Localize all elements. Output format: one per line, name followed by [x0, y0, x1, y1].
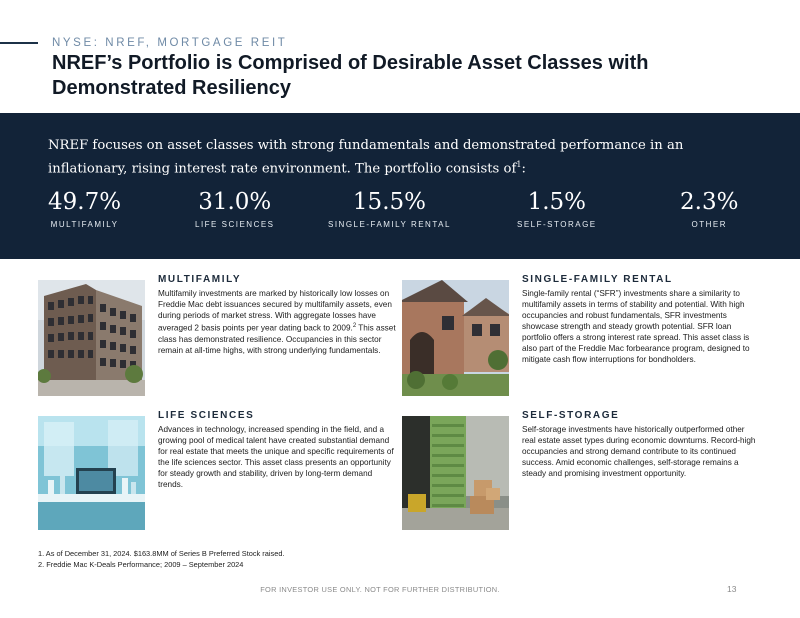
multifamily-building-photo: [38, 280, 145, 396]
stat-single-family-rental: 15.5% SINGLE-FAMILY RENTAL: [328, 188, 451, 229]
band-intro-colon: :: [521, 161, 526, 177]
stat-value: 15.5%: [352, 189, 426, 215]
page-kicker: NYSE: NREF, MORTGAGE REIT: [52, 37, 288, 49]
lab-equipment-photo: [38, 416, 145, 530]
stat-self-storage: 1.5% SELF-STORAGE: [517, 188, 597, 229]
single-family-homes-photo: [402, 280, 509, 396]
stat-label: LIFE SCIENCES: [195, 220, 275, 229]
footnote-ref-2: 2: [352, 323, 357, 329]
stat-label: MULTIFAMILY: [50, 220, 119, 229]
life-sciences-heading: LIFE SCIENCES: [158, 410, 255, 421]
self-storage-heading: SELF-STORAGE: [522, 410, 620, 421]
stat-value: 2.3%: [680, 189, 739, 215]
footnotes: 1. As of December 31, 2024. $163.8MM of …: [38, 548, 284, 570]
band-intro-text: NREF focuses on asset classes with stron…: [48, 138, 684, 177]
multifamily-body: Multifamily investments are marked by hi…: [158, 288, 396, 356]
life-sciences-body: Advances in technology, increased spendi…: [158, 425, 394, 489]
stat-label: OTHER: [691, 220, 727, 229]
self-storage-photo: [402, 416, 509, 530]
life-sciences-text: LIFE SCIENCES Advances in technology, in…: [158, 410, 396, 490]
accent-line: [0, 42, 38, 44]
stat-label: SELF-STORAGE: [517, 220, 597, 229]
multifamily-text: MULTIFAMILY Multifamily investments are …: [158, 274, 396, 356]
footnote-ref-1: 1: [516, 160, 522, 169]
multifamily-heading: MULTIFAMILY: [158, 274, 242, 285]
single-family-text: SINGLE-FAMILY RENTAL Single-family renta…: [522, 274, 760, 365]
page-number: 13: [727, 584, 737, 594]
stat-value: 31.0%: [198, 189, 272, 215]
stat-multifamily: 49.7% MULTIFAMILY: [48, 188, 121, 229]
footnote-2: 2. Freddie Mac K-Deals Performance; 2009…: [38, 560, 244, 569]
summary-band: NREF focuses on asset classes with stron…: [0, 113, 800, 259]
page-title: NREF’s Portfolio is Comprised of Desirab…: [52, 52, 649, 99]
stat-label: SINGLE-FAMILY RENTAL: [328, 220, 451, 229]
stat-life-sciences: 31.0% LIFE SCIENCES: [195, 188, 275, 229]
band-intro: NREF focuses on asset classes with stron…: [48, 136, 698, 178]
self-storage-body: Self-storage investments have historical…: [522, 425, 756, 478]
multifamily-body-text: Multifamily investments are marked by hi…: [158, 289, 392, 333]
footer-disclaimer: FOR INVESTOR USE ONLY. NOT FOR FURTHER D…: [260, 585, 500, 594]
single-family-heading: SINGLE-FAMILY RENTAL: [522, 274, 673, 285]
footnote-1: 1. As of December 31, 2024. $163.8MM of …: [38, 549, 285, 558]
stat-other: 2.3% OTHER: [680, 188, 738, 229]
self-storage-text: SELF-STORAGE Self-storage investments ha…: [522, 410, 760, 479]
stat-value: 1.5%: [527, 189, 587, 215]
stat-value: 49.7%: [48, 189, 122, 215]
multifamily-body-end: This asset class has demonstrated resili…: [158, 323, 396, 355]
single-family-body: Single-family rental (“SFR”) investments…: [522, 289, 750, 364]
